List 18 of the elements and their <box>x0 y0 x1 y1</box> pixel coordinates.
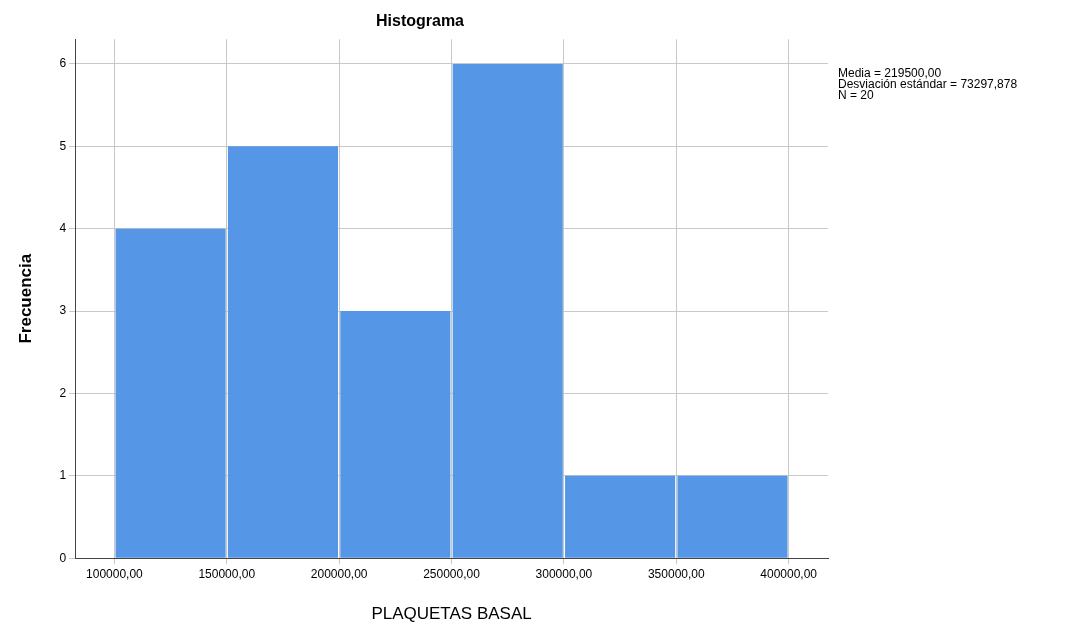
y-tick-label: 0 <box>59 550 67 565</box>
x-tick-label: 400000,00 <box>760 566 818 581</box>
y-tick-label: 2 <box>59 385 67 400</box>
x-tick-label: 300000,00 <box>535 566 593 581</box>
y-axis-title: Frecuencia <box>15 253 35 344</box>
x-tick-label: 350000,00 <box>647 566 705 581</box>
text: N = 20 <box>838 87 875 102</box>
x-tick-label: 250000,00 <box>423 566 481 581</box>
y-tick-label: 3 <box>59 303 67 318</box>
x-tick-label: 150000,00 <box>198 566 256 581</box>
y-tick-label: 6 <box>59 56 67 71</box>
x-axis-title: PLAQUETAS BASAL <box>371 604 532 624</box>
y-tick-label: 1 <box>59 468 67 483</box>
chart-title: Histograma <box>375 12 465 30</box>
y-tick-label: 5 <box>59 138 67 153</box>
x-tick-label: 100000,00 <box>86 566 144 581</box>
y-tick-label: 4 <box>59 220 67 235</box>
x-tick-label: 200000,00 <box>310 566 368 581</box>
